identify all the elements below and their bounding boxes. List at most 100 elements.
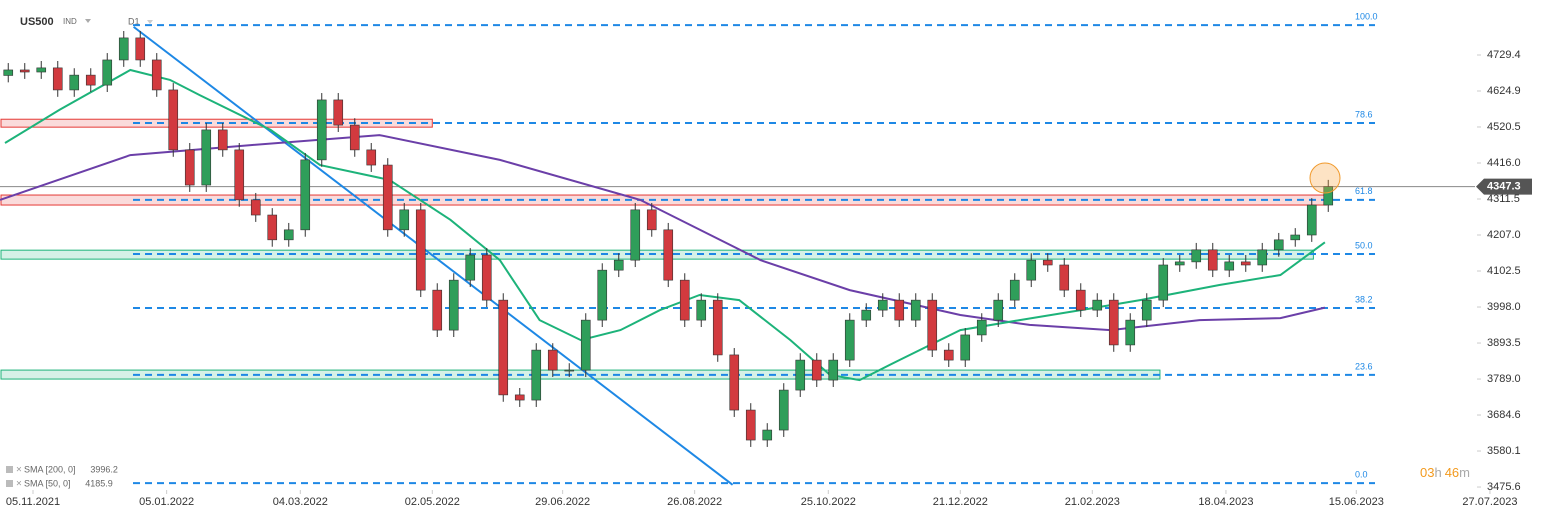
y-tick-label: 3684.6 (1487, 409, 1521, 421)
candle-body (795, 359, 806, 391)
candle-body (943, 349, 954, 361)
candle-body (316, 99, 327, 161)
candle-body (3, 69, 14, 76)
current-price-label: 4347.3 (1487, 181, 1521, 193)
fib-label: 0.0 (1355, 469, 1368, 479)
x-tick-label: 05.01.2022 (139, 496, 194, 508)
candle-body (102, 59, 113, 86)
symbol[interactable]: US500 (20, 16, 54, 28)
timeframe-dropdown[interactable] (147, 20, 153, 24)
candle-body (19, 69, 30, 73)
legend-value: 3996.2 (90, 464, 118, 474)
legend-name: SMA [50, 0] (24, 478, 71, 488)
candle-body (663, 229, 674, 281)
candle-body (465, 254, 476, 281)
candle-body (646, 209, 657, 231)
fib-label: 78.6 (1355, 109, 1373, 119)
candle-body (745, 409, 756, 441)
candle-body (811, 359, 822, 381)
x-tick-label: 26.08.2022 (667, 496, 722, 508)
y-tick-label: 4207.0 (1487, 229, 1521, 241)
candle-body (679, 279, 690, 321)
candle-body (1273, 239, 1284, 251)
fib-label: 38.2 (1355, 294, 1373, 304)
dropdown-icon[interactable] (85, 19, 91, 23)
candle-body (894, 299, 905, 321)
x-tick-label: 21.02.2023 (1065, 496, 1120, 508)
candle-body (333, 99, 344, 126)
y-tick-label: 3893.5 (1487, 337, 1521, 349)
candle-body (1158, 264, 1169, 301)
x-tick-label: 05.11.2021 (6, 496, 60, 508)
candle-body (300, 159, 311, 231)
candle-body (366, 149, 377, 166)
candle-body (168, 89, 179, 151)
candle-body (547, 349, 558, 371)
candle-body (1125, 319, 1136, 346)
y-tick-label: 4624.9 (1487, 85, 1521, 97)
timeframe[interactable]: D1 (128, 16, 140, 26)
highlight-circle (1309, 162, 1341, 194)
candle-body (597, 269, 608, 321)
sma-line (4, 68, 1326, 382)
y-tick-label: 4729.4 (1487, 49, 1521, 61)
countdown-minutes: 46 (1445, 465, 1459, 480)
candle-body (1174, 261, 1185, 266)
candle-body (844, 319, 855, 361)
candle-body (201, 129, 212, 186)
candle-body (349, 124, 360, 151)
candle-body (151, 59, 162, 91)
candle-body (448, 279, 459, 331)
candle-body (910, 299, 921, 321)
y-tick-label: 4520.5 (1487, 121, 1521, 133)
trendline (133, 26, 734, 486)
candle-body (1026, 259, 1037, 281)
candle-body (1323, 186, 1334, 206)
candle-body (762, 429, 773, 441)
y-tick-label: 4416.0 (1487, 157, 1521, 169)
candle-body (960, 334, 971, 361)
candle-body (1009, 279, 1020, 301)
x-tick-label: 15.06.2023 (1329, 496, 1384, 508)
countdown-hours: 03 (1420, 465, 1434, 480)
y-tick-label: 3580.1 (1487, 445, 1521, 457)
candle-body (498, 299, 509, 396)
candle-body (1042, 259, 1053, 266)
candle-body (1108, 299, 1119, 346)
candle-body (217, 129, 228, 151)
candle-body (135, 37, 146, 61)
candle-body (118, 37, 129, 61)
candle-body (184, 149, 195, 186)
candle-body (234, 149, 245, 201)
y-tick-label: 3789.0 (1487, 373, 1521, 385)
x-tick-label: 21.12.2022 (933, 496, 988, 508)
candle-body (382, 164, 393, 231)
candle-body (1092, 299, 1103, 311)
candle-body (861, 309, 872, 321)
y-tick-label: 3998.0 (1487, 301, 1521, 313)
zone (0, 118, 433, 128)
fib-label: 23.6 (1355, 361, 1373, 371)
candle-body (1059, 264, 1070, 291)
candle-body (283, 229, 294, 241)
candle-body (564, 369, 575, 372)
x-tick-label: 02.05.2022 (405, 496, 460, 508)
y-tick-label: 3475.6 (1487, 481, 1521, 493)
candle-body (729, 354, 740, 411)
y-tick-label: 4311.5 (1487, 193, 1520, 205)
legend-close: × (16, 479, 22, 490)
candle-body (613, 259, 624, 271)
candle-body (36, 67, 47, 73)
candle-body (432, 289, 443, 331)
candle-body (1191, 249, 1202, 263)
candle-body (1257, 249, 1268, 266)
candle-body (514, 394, 525, 401)
candle-body (927, 299, 938, 351)
candle-body (531, 349, 542, 401)
candle-body (696, 299, 707, 321)
candle-body (85, 74, 96, 86)
candle-body (877, 299, 888, 311)
candle-body (1141, 299, 1152, 321)
y-tick-label: 4102.5 (1487, 265, 1521, 277)
